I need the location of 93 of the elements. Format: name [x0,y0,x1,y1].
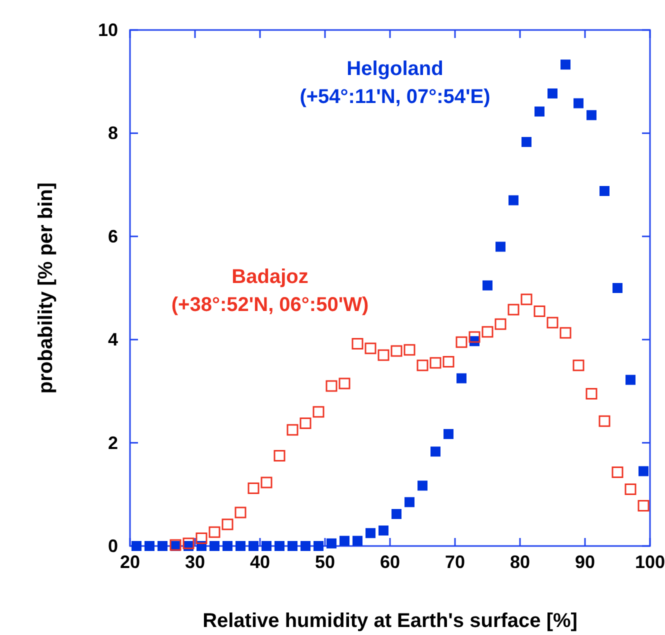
point [158,541,168,551]
point [366,528,376,538]
x-axis-title: Relative humidity at Earth's surface [%] [202,610,578,632]
point [534,305,546,317]
point [182,538,194,550]
x-tick-label: 80 [510,552,530,572]
point [456,373,466,384]
point [274,541,284,551]
point [260,476,272,488]
point [586,110,596,120]
point [288,541,298,551]
point [600,186,610,196]
point [234,506,246,518]
y-tick-label: 6 [108,226,118,246]
point [522,136,532,147]
point [456,336,468,348]
point [352,338,364,350]
x-tick-label: 90 [574,552,596,572]
point [468,331,480,343]
point [508,195,518,206]
point [286,424,298,436]
annotation: (+54°:11'N, 07°:54'E) [300,86,490,108]
point [404,497,414,508]
point [572,360,584,372]
point [560,327,572,339]
point [418,480,428,491]
point [248,482,260,494]
text: Helgoland [346,58,444,80]
x-tick-label: 50 [314,552,336,572]
point [222,518,234,530]
point [482,280,492,290]
point [442,356,454,368]
point [496,242,506,252]
point [274,450,286,462]
point [520,294,532,306]
point [378,349,390,361]
point [312,406,324,418]
point [546,316,558,328]
point [624,483,636,495]
point [404,344,416,356]
point [196,532,208,544]
point [638,500,650,512]
point [314,541,324,551]
point [340,536,350,546]
x-tick-label: 20 [120,552,140,572]
y-tick-label: 8 [108,123,118,144]
x-tick-label: 40 [250,552,270,572]
point [508,304,520,316]
point [300,417,312,429]
point [586,388,598,400]
point [430,446,440,457]
point [144,541,154,551]
point [494,318,506,330]
point [444,429,454,440]
point [560,60,570,70]
point [548,88,558,98]
point [390,345,402,357]
point [626,374,636,385]
x-tick-label: 70 [444,552,466,572]
point [416,360,428,372]
point [612,283,622,293]
point [326,538,336,548]
text: Badajoz [232,266,308,288]
point [262,541,272,551]
point [132,541,142,551]
point [364,342,376,354]
point [482,326,494,338]
point [300,541,310,551]
point [378,526,388,536]
x-tick-label: 60 [380,552,400,572]
point [326,380,338,392]
y-tick-label: 0 [108,536,118,556]
point [638,466,648,476]
point [338,378,350,390]
point [248,541,258,551]
point [392,509,402,520]
point [210,541,220,551]
point [208,526,220,538]
point [598,415,610,427]
annotation: (+38°:52'N, 06°:50'W) [171,294,369,316]
point [612,466,624,478]
y-axis-title: probability [% per bin] [35,182,57,394]
x-tick-label: 30 [184,552,206,572]
y-tick-label: 10 [98,20,118,40]
point [534,106,544,117]
x-tick-label: 100 [634,552,665,572]
y-tick-label: 2 [108,432,118,453]
y-tick-label: 4 [108,330,118,350]
point [352,536,362,546]
point [236,541,246,551]
point [574,98,584,108]
point [430,357,442,369]
point [222,541,232,551]
